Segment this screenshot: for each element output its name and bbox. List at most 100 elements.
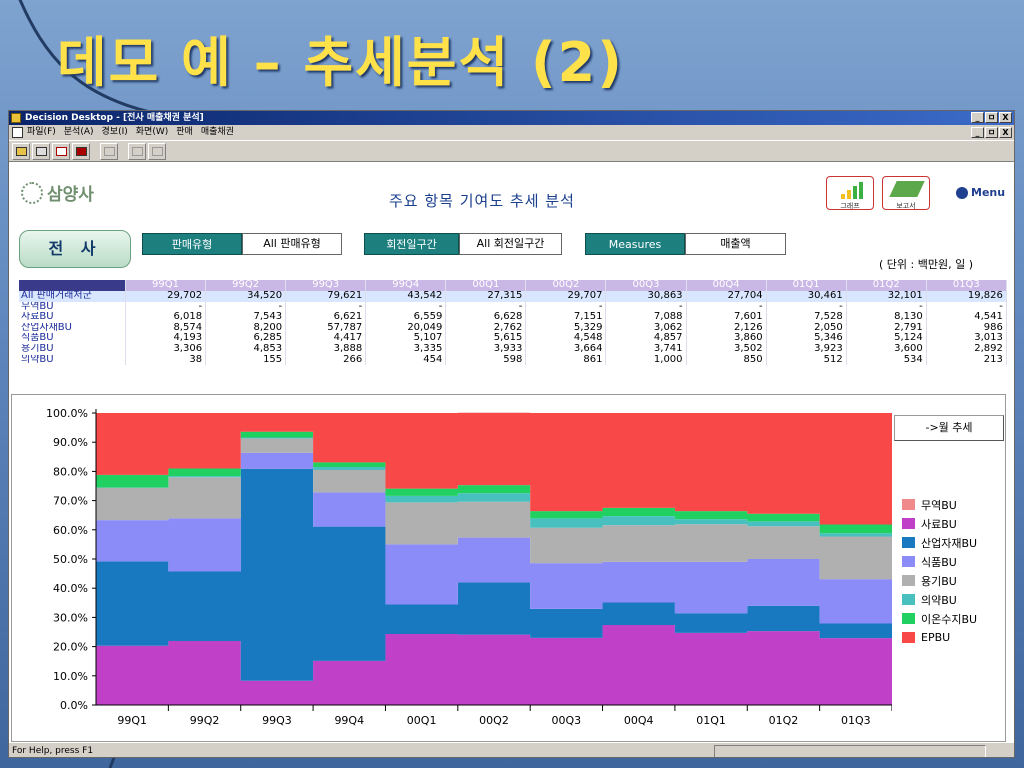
table-cell[interactable]: 32,101 <box>846 291 927 302</box>
filter-value-sales-type[interactable]: All 판매유형 <box>242 233 342 255</box>
table-cell[interactable]: 454 <box>366 354 447 366</box>
table-cell[interactable]: 850 <box>687 354 767 366</box>
table-cell[interactable]: 512 <box>767 354 847 366</box>
table-cell[interactable]: 986 <box>927 322 1007 334</box>
table-cell[interactable]: - <box>126 301 207 313</box>
menu-window[interactable]: 화면(W) <box>135 127 169 137</box>
table-cell[interactable]: 6,018 <box>126 312 207 323</box>
table-cell[interactable]: - <box>927 301 1007 313</box>
table-cell[interactable]: 3,933 <box>446 344 527 355</box>
help-icon[interactable] <box>148 142 166 160</box>
column-header[interactable]: 01Q3 <box>926 280 1007 291</box>
table-cell[interactable]: 79,621 <box>286 291 367 302</box>
row-label[interactable]: 식품BU <box>19 333 126 344</box>
document-icon[interactable] <box>12 127 23 138</box>
monthly-trend-button[interactable]: ->월 추세 <box>894 415 1004 441</box>
table-cell[interactable]: 8,200 <box>206 322 287 334</box>
graph-button[interactable]: 그래프 <box>826 176 874 210</box>
table-cell[interactable]: - <box>767 301 847 313</box>
table-cell[interactable]: 4,417 <box>286 333 367 344</box>
table-cell[interactable]: 27,704 <box>686 291 767 302</box>
table-cell[interactable]: 7,543 <box>206 312 287 323</box>
table-cell[interactable]: 5,346 <box>767 333 847 344</box>
table-cell[interactable]: 1,000 <box>606 354 687 366</box>
table-cell[interactable]: 7,151 <box>526 312 607 323</box>
column-header[interactable]: 99Q1 <box>126 280 207 291</box>
table-cell[interactable]: - <box>206 301 287 313</box>
table-cell[interactable]: 4,541 <box>927 312 1007 323</box>
table-cell[interactable]: 34,520 <box>206 291 287 302</box>
table-cell[interactable]: 7,088 <box>606 312 687 323</box>
column-header[interactable]: 99Q3 <box>286 280 367 291</box>
company-selector[interactable]: 전 사 <box>19 230 131 268</box>
table-cell[interactable]: 2,050 <box>767 322 847 334</box>
table-cell[interactable]: 20,049 <box>366 322 447 334</box>
table-cell[interactable]: 3,013 <box>927 333 1007 344</box>
table-cell[interactable]: - <box>286 301 367 313</box>
table-cell[interactable]: 534 <box>847 354 927 366</box>
table-cell[interactable]: 2,126 <box>687 322 767 334</box>
table-cell[interactable]: 8,130 <box>847 312 927 323</box>
open-icon[interactable] <box>12 142 30 160</box>
table-cell[interactable]: 29,702 <box>126 291 207 302</box>
column-header[interactable]: 01Q2 <box>846 280 927 291</box>
menu-file[interactable]: 파일(F) <box>27 127 56 137</box>
save-icon[interactable] <box>72 142 90 160</box>
maximize-button[interactable]: ㅁ <box>985 112 998 123</box>
table-cell[interactable]: 5,615 <box>446 333 527 344</box>
table-cell[interactable]: 57,787 <box>286 322 367 334</box>
column-header[interactable]: 00Q1 <box>446 280 527 291</box>
table-cell[interactable]: 155 <box>206 354 287 366</box>
table-cell[interactable]: 7,528 <box>767 312 847 323</box>
table-cell[interactable]: 3,600 <box>847 344 927 355</box>
column-header[interactable]: 00Q4 <box>686 280 767 291</box>
row-label[interactable]: 사료BU <box>19 312 126 323</box>
table-cell[interactable]: 4,853 <box>206 344 287 355</box>
table-cell[interactable]: - <box>847 301 927 313</box>
column-header[interactable]: 00Q3 <box>606 280 687 291</box>
table-cell[interactable]: 27,315 <box>446 291 527 302</box>
table-cell[interactable]: 6,621 <box>286 312 367 323</box>
close-button[interactable]: X <box>999 112 1012 123</box>
print-icon[interactable] <box>32 142 50 160</box>
table-cell[interactable]: - <box>446 301 527 313</box>
table-cell[interactable]: 213 <box>927 354 1007 366</box>
row-label[interactable]: All 판매거래처군 <box>19 291 126 302</box>
table-cell[interactable]: 8,574 <box>126 322 207 334</box>
table-cell[interactable]: 6,628 <box>446 312 527 323</box>
grid-header-corner[interactable] <box>19 280 126 291</box>
table-cell[interactable]: 7,601 <box>687 312 767 323</box>
filter-value-measures[interactable]: 매출액 <box>685 233 786 255</box>
table-cell[interactable]: 2,791 <box>847 322 927 334</box>
table-icon[interactable] <box>128 142 146 160</box>
menu-sales[interactable]: 판매 <box>176 127 193 137</box>
table-cell[interactable]: 38 <box>126 354 207 366</box>
table-cell[interactable]: 4,857 <box>606 333 687 344</box>
table-cell[interactable]: 3,502 <box>687 344 767 355</box>
menu-analysis[interactable]: 분석(A) <box>63 127 94 137</box>
table-cell[interactable]: 3,860 <box>687 333 767 344</box>
table-cell[interactable]: 6,285 <box>206 333 287 344</box>
window-titlebar[interactable]: Decision Desktop - [전사 매출채권 분석] _ ㅁ X <box>9 111 1014 125</box>
table-cell[interactable]: 3,306 <box>126 344 207 355</box>
row-label[interactable]: 의약BU <box>19 354 126 366</box>
filter-value-turnover[interactable]: All 회전일구간 <box>459 233 562 255</box>
table-cell[interactable]: 3,888 <box>286 344 367 355</box>
report-button[interactable]: 보고서 <box>882 176 930 210</box>
view-icon[interactable] <box>52 142 70 160</box>
table-cell[interactable]: - <box>526 301 607 313</box>
column-header[interactable]: 00Q2 <box>526 280 607 291</box>
table-cell[interactable]: - <box>366 301 447 313</box>
table-cell[interactable]: 2,762 <box>446 322 527 334</box>
menu-receivables[interactable]: 매출채권 <box>200 127 234 137</box>
doc-close-button[interactable]: X <box>999 127 1012 138</box>
table-cell[interactable]: 2,892 <box>927 344 1007 355</box>
table-cell[interactable]: 4,193 <box>126 333 207 344</box>
row-label[interactable]: 무역BU <box>19 301 126 313</box>
doc-minimize-button[interactable]: _ <box>971 127 984 138</box>
doc-maximize-button[interactable]: ㅁ <box>985 127 998 138</box>
table-cell[interactable]: 30,461 <box>766 291 847 302</box>
table-cell[interactable]: 3,664 <box>526 344 607 355</box>
table-cell[interactable]: 861 <box>526 354 607 366</box>
table-cell[interactable]: 3,923 <box>767 344 847 355</box>
